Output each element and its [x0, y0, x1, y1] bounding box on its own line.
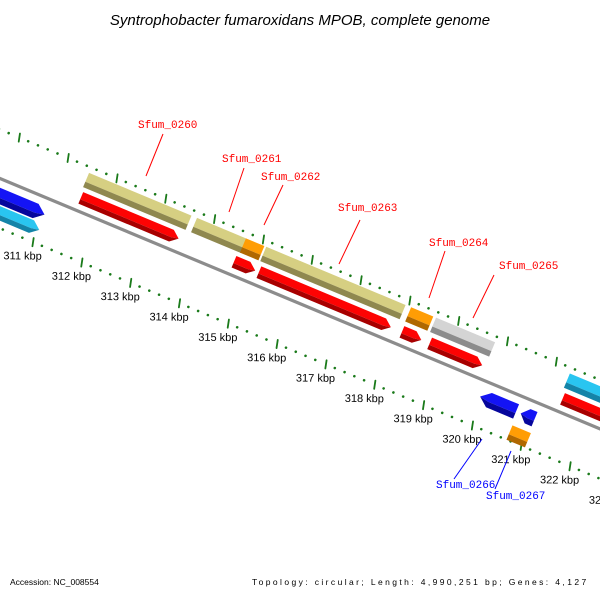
svg-text:312 kbp: 312 kbp [52, 271, 91, 283]
svg-text:Sfum_0267: Sfum_0267 [486, 491, 545, 503]
svg-text:Sfum_0263: Sfum_0263 [338, 203, 397, 215]
svg-text:Sfum_0265: Sfum_0265 [499, 261, 558, 273]
svg-text:318 kbp: 318 kbp [345, 393, 384, 405]
svg-text:311 kbp: 311 kbp [3, 250, 41, 262]
svg-text:Sfum_0264: Sfum_0264 [429, 238, 489, 250]
svg-text:Sfum_0262: Sfum_0262 [261, 172, 320, 184]
svg-text:Sfum_0260: Sfum_0260 [138, 120, 197, 132]
svg-text:313 kbp: 313 kbp [101, 291, 140, 303]
svg-text:323 kbp: 323 kbp [589, 495, 600, 507]
svg-text:317 kbp: 317 kbp [296, 372, 335, 384]
svg-text:Sfum_0261: Sfum_0261 [222, 154, 282, 166]
svg-text:320 kbp: 320 kbp [442, 434, 481, 446]
svg-text:315 kbp: 315 kbp [198, 332, 237, 344]
svg-text:314 kbp: 314 kbp [149, 311, 188, 323]
svg-text:319 kbp: 319 kbp [394, 413, 433, 425]
svg-text:316 kbp: 316 kbp [247, 352, 286, 364]
svg-text:322 kbp: 322 kbp [540, 474, 579, 486]
svg-text:321 kbp: 321 kbp [491, 454, 530, 466]
